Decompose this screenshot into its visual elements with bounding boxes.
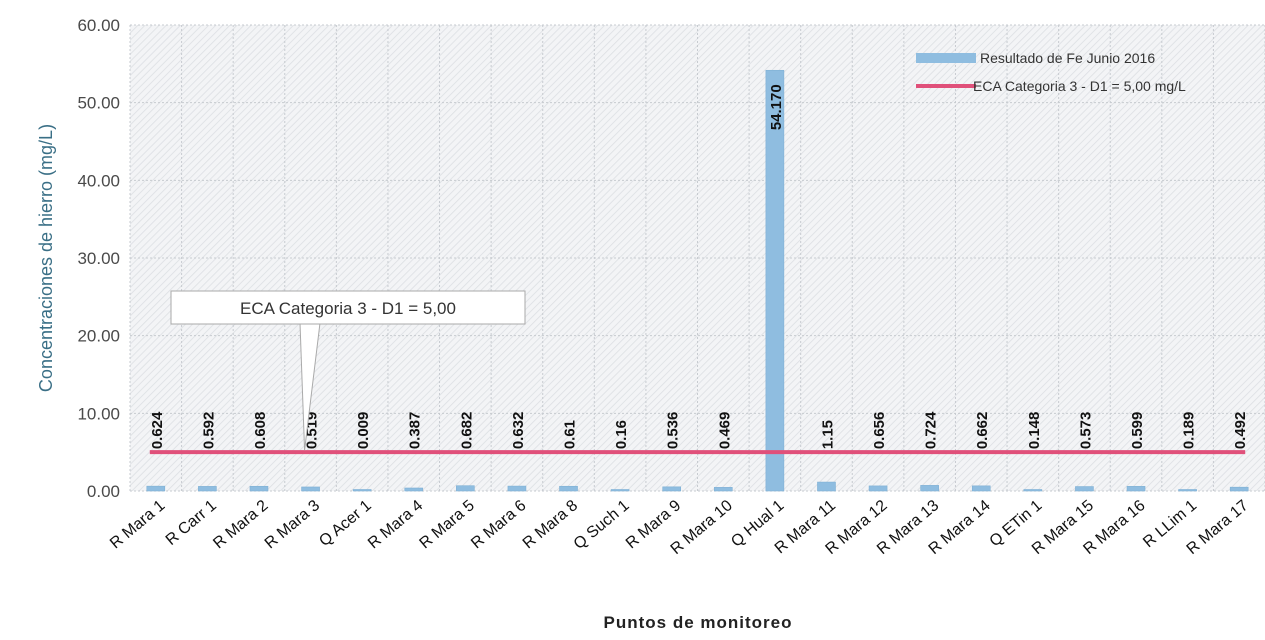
value-label-4: 0.009 [355, 412, 372, 450]
value-label-16: 0.662 [974, 412, 991, 450]
bar-19 [1126, 486, 1146, 492]
bar-3 [301, 486, 320, 492]
bar-20 [1178, 489, 1197, 492]
value-labels: 0.624 0.592 0.608 0.519 0.009 0.387 0.682 0.632… [149, 84, 1249, 449]
bar-10 [662, 486, 682, 492]
y-tick-label-0: 0.00 [87, 482, 120, 501]
value-label-11: 0.469 [716, 412, 733, 450]
value-label-19: 0.599 [1129, 412, 1146, 450]
value-label-14: 0.656 [871, 412, 888, 450]
bar-0 [146, 485, 166, 492]
bar-12 [765, 69, 785, 492]
category-label-2: R Mara 2 [210, 497, 271, 552]
bar-9 [610, 489, 630, 492]
bar-2 [249, 485, 269, 492]
callout-text: ECA Categoria 3 - D1 = 5,00 [240, 299, 456, 318]
bar-1 [198, 486, 217, 492]
bar-6 [456, 485, 475, 492]
value-label-6: 0.682 [458, 412, 475, 450]
bar-17 [1023, 489, 1043, 492]
category-label-7: R Mara 6 [468, 497, 529, 552]
value-label-12: 54.170 [768, 84, 785, 130]
bar-18 [1075, 486, 1094, 492]
value-label-10: 0.536 [665, 412, 682, 450]
legend: Resultado de Fe Junio 2016 ECA Categoria… [916, 50, 1186, 94]
value-label-18: 0.573 [1077, 412, 1094, 450]
category-label-5: R Mara 4 [365, 497, 426, 552]
legend-label-bar: Resultado de Fe Junio 2016 [980, 50, 1155, 66]
category-label-8: R Mara 8 [520, 497, 581, 552]
y-tick-label-3: 30.00 [77, 249, 120, 268]
bar-11 [713, 487, 733, 492]
bar-13 [817, 481, 836, 492]
bar-7 [507, 485, 527, 492]
legend-label-line: ECA Categoria 3 - D1 = 5,00 mg/L [973, 78, 1186, 94]
category-label-9: Q Such 1 [571, 497, 633, 553]
gridlines [129, 24, 1265, 492]
value-label-7: 0.632 [510, 412, 527, 450]
bar-21 [1229, 486, 1249, 492]
value-label-8: 0.61 [562, 420, 579, 449]
value-label-2: 0.608 [252, 412, 269, 450]
y-tick-label-1: 10.00 [77, 404, 120, 423]
value-label-20: 0.189 [1181, 412, 1198, 450]
callout-annotation: ECA Categoria 3 - D1 = 5,00 [170, 290, 526, 451]
category-label-3: R Mara 3 [262, 497, 323, 552]
y-tick-label-6: 60.00 [77, 16, 120, 35]
bar-16 [971, 485, 991, 492]
bar-15 [920, 485, 939, 492]
y-tick-label-5: 50.00 [77, 94, 120, 113]
y-axis-title: Concentraciones de hierro (mg/L) [36, 124, 56, 392]
category-label-4: Q Acer 1 [316, 497, 375, 550]
value-label-17: 0.148 [1026, 412, 1043, 450]
bar-5 [404, 487, 424, 492]
value-label-1: 0.592 [200, 412, 217, 450]
bar-8 [559, 485, 578, 492]
value-label-0: 0.624 [149, 411, 166, 449]
bars [146, 69, 1249, 492]
bar-14 [868, 485, 888, 492]
x-axis-title: Puntos de monitoreo [604, 613, 793, 632]
y-axis-tick-labels: 0.00 10.00 20.00 30.00 40.00 50.00 60.00 [77, 16, 120, 501]
value-label-9: 0.16 [613, 420, 630, 449]
bar-4 [352, 489, 372, 492]
legend-swatch-bar [916, 53, 976, 63]
callout-box [170, 290, 526, 325]
y-tick-label-4: 40.00 [77, 171, 120, 190]
category-label-0: R Mara 1 [107, 497, 168, 552]
category-label-6: R Mara 5 [417, 497, 478, 552]
y-tick-label-2: 20.00 [77, 327, 120, 346]
value-label-13: 1.15 [819, 420, 836, 449]
value-label-15: 0.724 [923, 411, 940, 449]
x-axis-category-labels: R Mara 1R Carr 1R Mara 2R Mara 3Q Acer 1… [107, 497, 1252, 558]
value-label-21: 0.492 [1232, 412, 1249, 450]
value-label-5: 0.387 [407, 412, 424, 450]
